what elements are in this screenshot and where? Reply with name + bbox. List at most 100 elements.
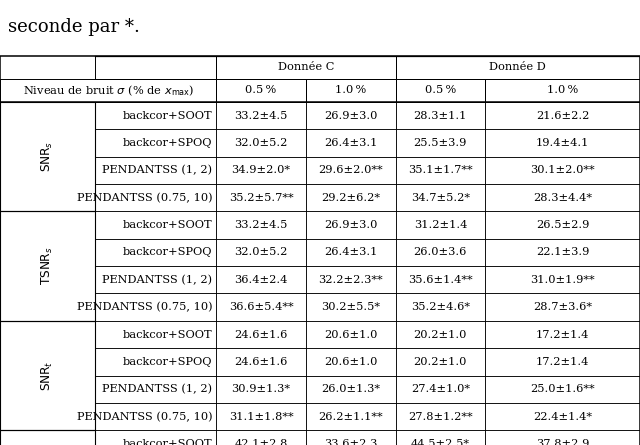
Text: backcor+SOOT: backcor+SOOT: [123, 111, 212, 121]
Text: 0.5 %: 0.5 %: [425, 85, 456, 95]
Text: 31.2±1.4: 31.2±1.4: [413, 220, 467, 230]
Bar: [396, 157, 485, 184]
Text: 33.2±4.5: 33.2±4.5: [234, 220, 288, 230]
Text: 20.6±1.0: 20.6±1.0: [324, 357, 378, 367]
Bar: [216, 239, 306, 266]
Text: 26.0±3.6: 26.0±3.6: [413, 247, 467, 257]
Bar: [396, 211, 485, 239]
Bar: [485, 321, 640, 348]
Bar: [485, 430, 640, 445]
Text: 32.2±2.3**: 32.2±2.3**: [319, 275, 383, 285]
Text: 44.5±2.5*: 44.5±2.5*: [411, 439, 470, 445]
Bar: [306, 211, 396, 239]
Text: 28.3±1.1: 28.3±1.1: [413, 111, 467, 121]
Bar: [216, 102, 306, 129]
Bar: [306, 348, 396, 376]
Bar: [485, 376, 640, 403]
Bar: [396, 430, 485, 445]
Text: backcor+SOOT: backcor+SOOT: [123, 439, 212, 445]
Text: 17.2±1.4: 17.2±1.4: [536, 330, 589, 340]
Bar: [0, 211, 95, 321]
Text: 32.0±5.2: 32.0±5.2: [234, 247, 288, 257]
Bar: [216, 184, 306, 211]
Bar: [0, 430, 95, 445]
Bar: [306, 102, 396, 129]
Bar: [306, 321, 396, 348]
Text: 36.6±5.4**: 36.6±5.4**: [229, 302, 293, 312]
Text: 26.0±1.3*: 26.0±1.3*: [321, 384, 380, 394]
Text: backcor+SPOQ: backcor+SPOQ: [123, 247, 212, 257]
Bar: [0, 321, 95, 430]
Text: 21.6±2.2: 21.6±2.2: [536, 111, 589, 121]
Bar: [95, 348, 216, 376]
Bar: [485, 102, 640, 129]
Bar: [95, 129, 216, 157]
Text: backcor+SPOQ: backcor+SPOQ: [123, 138, 212, 148]
Text: backcor+SOOT: backcor+SOOT: [123, 330, 212, 340]
Bar: [95, 430, 216, 445]
Bar: [216, 321, 306, 348]
Text: 29.2±6.2*: 29.2±6.2*: [321, 193, 380, 202]
Bar: [95, 294, 216, 321]
Text: 1.0 %: 1.0 %: [335, 85, 366, 95]
Bar: [485, 129, 640, 157]
Text: 20.2±1.0: 20.2±1.0: [413, 357, 467, 367]
Bar: [216, 79, 306, 102]
Text: 35.2±5.7**: 35.2±5.7**: [229, 193, 293, 202]
Text: 34.9±2.0*: 34.9±2.0*: [232, 166, 291, 175]
Text: 22.4±1.4*: 22.4±1.4*: [533, 412, 592, 421]
Bar: [396, 294, 485, 321]
Bar: [396, 376, 485, 403]
Text: PENDANTSS (0.75, 10): PENDANTSS (0.75, 10): [77, 412, 212, 422]
Bar: [396, 348, 485, 376]
Text: 24.6±1.6: 24.6±1.6: [234, 357, 288, 367]
Bar: [485, 348, 640, 376]
Bar: [0, 79, 216, 102]
Text: PENDANTSS (1, 2): PENDANTSS (1, 2): [102, 165, 212, 175]
Bar: [216, 348, 306, 376]
Text: 17.2±1.4: 17.2±1.4: [536, 357, 589, 367]
Bar: [216, 403, 306, 430]
Bar: [485, 157, 640, 184]
Text: 42.1±2.8: 42.1±2.8: [234, 439, 288, 445]
Text: 19.4±4.1: 19.4±4.1: [536, 138, 589, 148]
Text: 27.4±1.0*: 27.4±1.0*: [411, 384, 470, 394]
Bar: [396, 321, 485, 348]
Bar: [396, 266, 485, 294]
Text: 31.1±1.8**: 31.1±1.8**: [229, 412, 293, 421]
Bar: [396, 102, 485, 129]
Bar: [396, 56, 640, 79]
Text: $\mathrm{SNR}_t$: $\mathrm{SNR}_t$: [40, 360, 55, 391]
Text: 34.7±5.2*: 34.7±5.2*: [411, 193, 470, 202]
Bar: [396, 129, 485, 157]
Bar: [216, 266, 306, 294]
Bar: [95, 157, 216, 184]
Text: 30.9±1.3*: 30.9±1.3*: [232, 384, 291, 394]
Bar: [216, 376, 306, 403]
Text: PENDANTSS (1, 2): PENDANTSS (1, 2): [102, 275, 212, 285]
Bar: [396, 79, 485, 102]
Text: 37.8±2.9: 37.8±2.9: [536, 439, 589, 445]
Text: 31.0±1.9**: 31.0±1.9**: [531, 275, 595, 285]
Bar: [485, 79, 640, 102]
Bar: [306, 129, 396, 157]
Bar: [306, 294, 396, 321]
Bar: [485, 211, 640, 239]
Bar: [95, 403, 216, 430]
Bar: [95, 239, 216, 266]
Text: PENDANTSS (1, 2): PENDANTSS (1, 2): [102, 384, 212, 394]
Text: 28.3±4.4*: 28.3±4.4*: [533, 193, 592, 202]
Text: 32.0±5.2: 32.0±5.2: [234, 138, 288, 148]
Bar: [306, 403, 396, 430]
Bar: [485, 239, 640, 266]
Text: 26.4±3.1: 26.4±3.1: [324, 138, 378, 148]
Text: 22.1±3.9: 22.1±3.9: [536, 247, 589, 257]
Bar: [0, 102, 95, 211]
Bar: [306, 376, 396, 403]
Text: 35.2±4.6*: 35.2±4.6*: [411, 302, 470, 312]
Bar: [306, 266, 396, 294]
Text: 33.6±2.3: 33.6±2.3: [324, 439, 378, 445]
Bar: [95, 211, 216, 239]
Text: 29.6±2.0**: 29.6±2.0**: [319, 166, 383, 175]
Text: 28.7±3.6*: 28.7±3.6*: [533, 302, 592, 312]
